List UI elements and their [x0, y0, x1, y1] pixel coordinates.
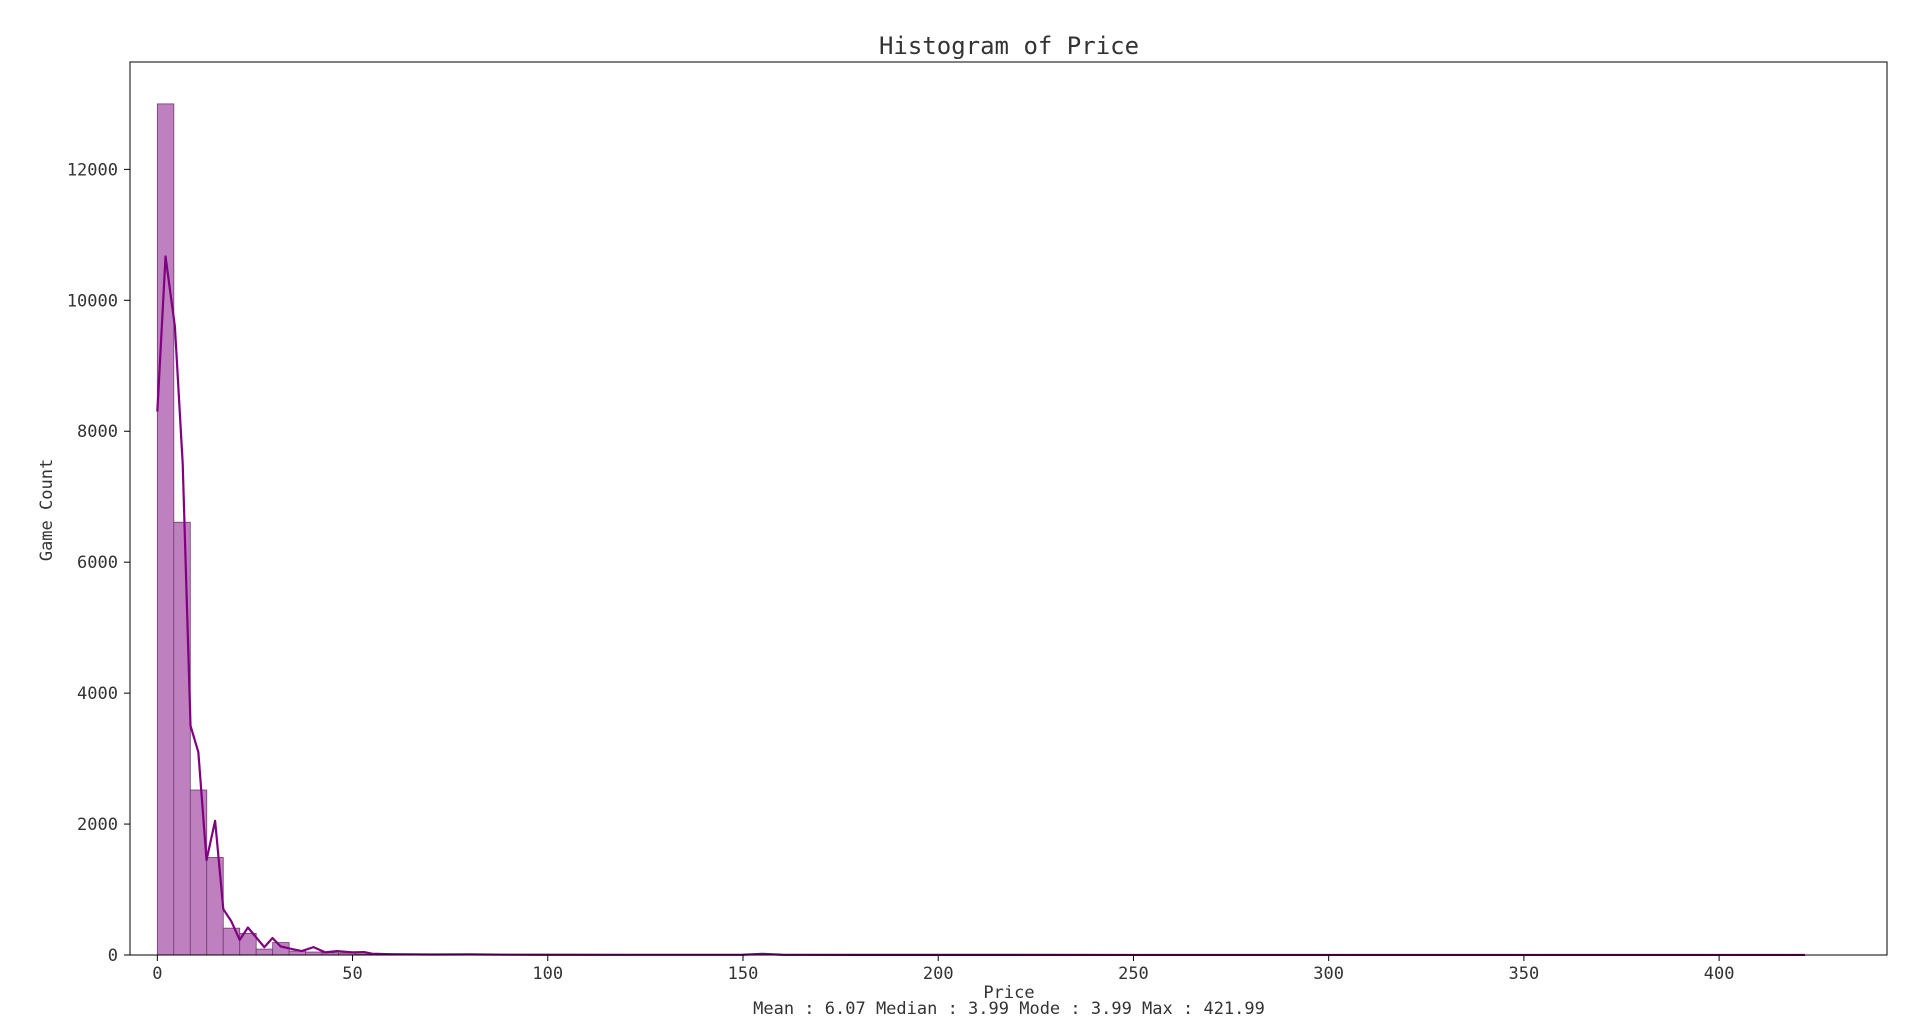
x-tick-label: 0	[152, 964, 162, 984]
histogram-bar	[157, 104, 173, 955]
x-tick-label: 400	[1704, 964, 1735, 984]
y-tick-label: 2000	[77, 815, 118, 835]
y-tick-label: 6000	[77, 553, 118, 573]
x-tick-label: 300	[1313, 964, 1344, 984]
y-tick-label: 4000	[77, 684, 118, 704]
y-axis-ticks: 0 2000 4000 6000 8000 10000 12000	[67, 160, 130, 966]
chart-title: Histogram of Price	[879, 32, 1139, 60]
x-axis-ticks: 0 50 100 150 200 250 300 350 400	[152, 955, 1734, 984]
density-line	[157, 256, 1805, 954]
x-tick-label: 250	[1118, 964, 1149, 984]
plot-frame	[130, 62, 1887, 955]
y-axis-label: Game Count	[37, 459, 57, 561]
x-tick-label: 50	[342, 964, 362, 984]
stats-caption: Mean : 6.07 Median : 3.99 Mode : 3.99 Ma…	[753, 999, 1265, 1017]
y-tick-label: 0	[108, 946, 118, 966]
histogram-bar	[256, 949, 272, 955]
y-tick-label: 12000	[67, 160, 118, 180]
x-tick-label: 150	[728, 964, 759, 984]
histogram-bar	[190, 790, 206, 955]
x-tick-label: 350	[1509, 964, 1540, 984]
y-tick-label: 10000	[67, 291, 118, 311]
y-tick-label: 8000	[77, 422, 118, 442]
histogram-bars	[157, 104, 1805, 955]
x-tick-label: 200	[923, 964, 954, 984]
histogram-bar	[174, 522, 190, 955]
density-line-group	[157, 256, 1805, 954]
x-tick-label: 100	[532, 964, 563, 984]
